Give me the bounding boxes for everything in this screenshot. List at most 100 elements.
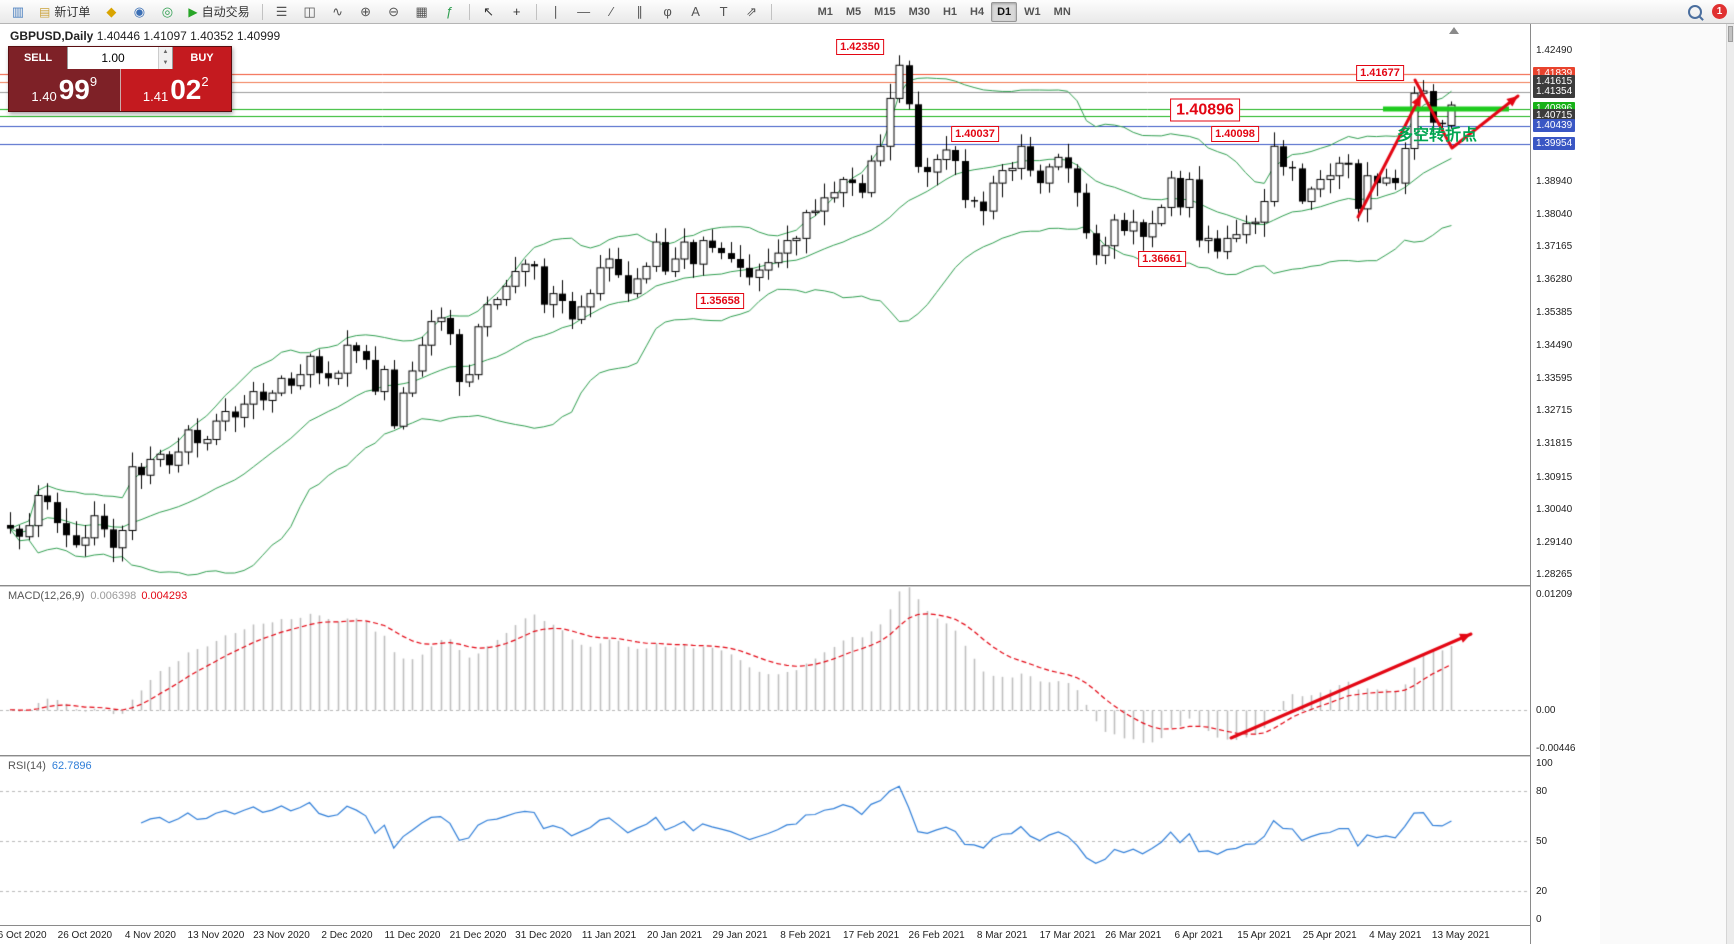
timeframe-h4[interactable]: H4 [970, 5, 985, 18]
zoom-out-icon[interactable]: ⊖ [381, 2, 407, 22]
date-axis-label: 11 Dec 2020 [384, 930, 441, 941]
data-window-icon[interactable]: ◎ [154, 2, 180, 22]
new-order-button[interactable]: ▤ 新订单 [33, 2, 96, 22]
candlestick-chart-icon[interactable]: ◫ [297, 2, 323, 22]
new-chart-icon[interactable]: ▥ [5, 2, 31, 22]
new-chart-icon-glyph: ▥ [11, 3, 25, 19]
date-axis-label: 17 Feb 2021 [843, 930, 900, 941]
toolbar: ▥ ▤ 新订单 ◆ ◉ ◎ ▶ 自动交易 ☰ ◫ ∿ ⊕ ⊖ ▦ ƒ ↖ + ∣ — ∕ ∥ φ A T ⇗ M1 M5 M15 M30… [0, 0, 1734, 24]
vertical-line-icon[interactable]: ∣ [543, 2, 569, 22]
buy-price-sup: 2 [201, 74, 209, 89]
price-axis: 1.42490 1.38940 1.38040 1.37165 1.36280 1.353… [1530, 24, 1600, 944]
timeframe-m30[interactable]: M30 [908, 5, 930, 18]
fibonacci-icon-glyph: φ [663, 3, 672, 19]
line-chart-icon-glyph: ∿ [332, 3, 344, 19]
price-axis-label: 1.42490 [1536, 45, 1573, 57]
date-axis-label: 8 Feb 2021 [780, 930, 831, 941]
panel-splitter[interactable] [0, 755, 1600, 757]
price-axis-label: 1.36280 [1536, 273, 1573, 285]
volume-up-icon[interactable]: ▲ [159, 47, 172, 58]
timeframe-d1[interactable]: D1 [991, 1, 1018, 22]
price-axis-label: 1.38940 [1536, 175, 1573, 187]
macd-canvas[interactable] [0, 587, 1530, 755]
label-icon-glyph: T [719, 3, 728, 19]
sell-price-display[interactable]: 1.40 99 9 [9, 69, 121, 111]
notification-badge[interactable]: 1 [1712, 4, 1727, 19]
crosshair-icon-glyph: + [512, 3, 521, 19]
horizontal-line-icon[interactable]: — [571, 2, 597, 22]
chart-profiles-icon[interactable]: ◆ [98, 2, 124, 22]
new-order-button-label: 新订单 [54, 4, 91, 19]
text-icon[interactable]: A [683, 2, 709, 22]
date-axis-label: 13 May 2021 [1431, 930, 1490, 941]
timeframe-mn[interactable]: MN [1053, 5, 1071, 18]
price-axis-label: 1.33595 [1536, 372, 1573, 384]
bar-chart-icon[interactable]: ☰ [269, 2, 295, 22]
sell-price-prefix: 1.40 [31, 89, 57, 104]
price-axis-label: 1.34490 [1536, 339, 1573, 351]
volume-input[interactable] [68, 47, 158, 69]
fibonacci-icon[interactable]: φ [655, 2, 681, 22]
vertical-scrollbar[interactable] [1726, 24, 1734, 944]
timeframe-h1[interactable]: H1 [942, 5, 958, 18]
sell-button[interactable]: SELL [9, 47, 67, 69]
macd-axis-label: 0.01209 [1536, 589, 1573, 600]
price-line-badge: 1.41354 [1533, 84, 1576, 98]
price-axis-label: 1.30915 [1536, 471, 1573, 483]
date-axis: 16 Oct 2020 26 Oct 2020 4 Nov 2020 13 Nov 2… [0, 925, 1600, 944]
timeframe-m5[interactable]: M5 [845, 5, 862, 18]
cursor-icon-glyph: ↖ [483, 3, 495, 19]
date-axis-label: 26 Feb 2021 [908, 930, 965, 941]
rsi-axis-label: 0 [1536, 914, 1542, 925]
chart-profiles-icon-glyph: ◆ [106, 3, 117, 19]
main-chart-canvas[interactable] [0, 24, 1530, 585]
date-axis-label: 8 Mar 2021 [976, 930, 1028, 941]
buy-price-display[interactable]: 1.41 02 2 [120, 69, 231, 111]
line-chart-icon[interactable]: ∿ [325, 2, 351, 22]
date-axis-label: 26 Mar 2021 [1105, 930, 1162, 941]
price-axis-label: 1.29140 [1536, 536, 1573, 548]
date-axis-label: 25 Apr 2021 [1302, 930, 1357, 941]
timeframe-m1[interactable]: M1 [817, 5, 833, 18]
price-axis-label: 1.38040 [1536, 209, 1573, 221]
timeframe-m15[interactable]: M15 [874, 5, 896, 18]
price-axis-label: 1.30040 [1536, 503, 1573, 515]
auto-trading-button[interactable]: ▶ 自动交易 [182, 2, 255, 22]
label-icon[interactable]: T [711, 2, 737, 22]
trade-panel-price-row: 1.40 99 9 1.41 02 2 [9, 69, 231, 111]
search-icon[interactable] [1688, 4, 1702, 19]
auto-trading-icon: ▶ [188, 4, 198, 19]
date-axis-label: 11 Jan 2021 [581, 930, 637, 941]
price-axis-label: 1.37165 [1536, 241, 1573, 253]
toolbar-items: ▥ ▤ 新订单 ◆ ◉ ◎ ▶ 自动交易 ☰ ◫ ∿ ⊕ ⊖ ▦ ƒ ↖ + ∣ — ∕ ∥ φ A T ⇗ M1 M5 M15 M30… [5, 1, 1077, 22]
rsi-axis-label: 100 [1536, 758, 1553, 769]
price-axis-label: 1.31815 [1536, 438, 1573, 450]
rsi-canvas[interactable] [0, 757, 1530, 925]
zoom-in-icon[interactable]: ⊕ [353, 2, 379, 22]
timeframe-w1[interactable]: W1 [1024, 5, 1041, 18]
panel-splitter[interactable] [0, 585, 1600, 587]
market-watch-icon[interactable]: ◉ [126, 2, 152, 22]
date-axis-label: 6 Apr 2021 [1174, 930, 1223, 941]
date-axis-label: 23 Nov 2020 [253, 930, 310, 941]
scrollbar-thumb[interactable] [1728, 26, 1733, 42]
volume-box: ▲ ▼ [67, 47, 173, 69]
channel-icon-glyph: ∥ [636, 3, 643, 19]
date-axis-label: 17 Mar 2021 [1039, 930, 1096, 941]
vertical-line-icon-glyph: ∣ [552, 3, 559, 19]
channel-icon[interactable]: ∥ [627, 2, 653, 22]
bar-chart-icon-glyph: ☰ [275, 3, 288, 19]
cursor-icon[interactable]: ↖ [476, 2, 502, 22]
trendline-icon[interactable]: ∕ [599, 2, 625, 22]
macd-axis-label: -0.00446 [1536, 743, 1576, 754]
tile-windows-icon[interactable]: ▦ [409, 2, 435, 22]
tile-windows-icon-glyph: ▦ [415, 3, 428, 19]
crosshair-icon[interactable]: + [504, 2, 530, 22]
arrows-icon[interactable]: ⇗ [739, 2, 765, 22]
workspace-empty-area [1600, 24, 1726, 944]
buy-button[interactable]: BUY [173, 47, 231, 69]
indicators-icon[interactable]: ƒ [437, 2, 463, 22]
trendline-icon-glyph: ∕ [610, 3, 613, 19]
date-axis-label: 15 Apr 2021 [1237, 930, 1292, 941]
volume-down-icon[interactable]: ▼ [159, 58, 172, 69]
